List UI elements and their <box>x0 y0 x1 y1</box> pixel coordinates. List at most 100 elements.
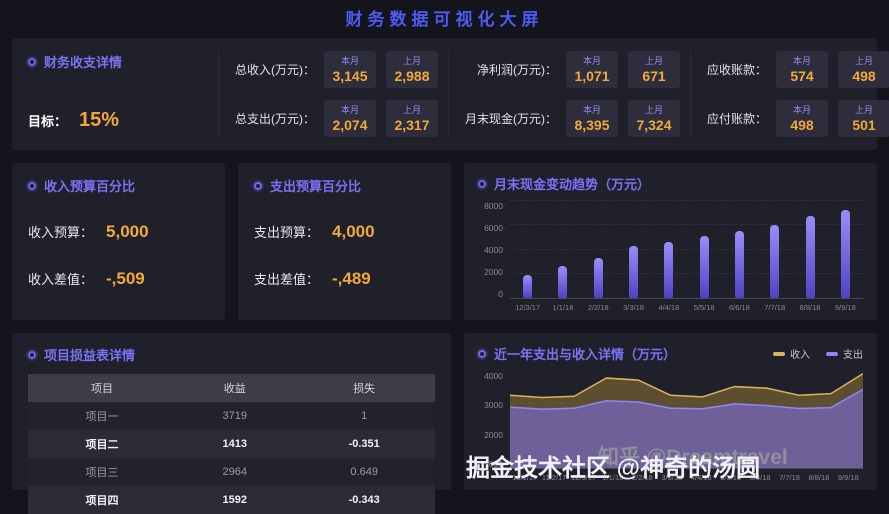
metric-previous-box: 上月 501 <box>838 100 889 137</box>
metric-label: 净利润(万元)： <box>477 63 557 77</box>
budget-label: 支出差值： <box>254 272 320 287</box>
panel-expense-budget: 支出预算百分比 支出预算： 4,000 支出差值： -,489 <box>238 163 451 320</box>
expense-legend-marker-icon <box>826 351 838 356</box>
period-label: 上月 <box>402 56 421 66</box>
panel-year-chart: 近一年支出与收入详情（万元） 收入 支出 4000 3000 2000 1000 <box>464 333 877 490</box>
metric-value: 574 <box>790 68 814 84</box>
metric-previous-box: 上月 2,988 <box>386 51 438 88</box>
metric-value: 671 <box>642 68 666 84</box>
budget-row: 支出预算： 4,000 <box>254 222 435 242</box>
table-row: 项目四 1592 -0.343 <box>28 486 435 514</box>
metric-total-expense: 总支出(万元)： 本月 2,074 上月 2,317 <box>235 100 448 137</box>
cash-plot-col: 12/3/17 1/1/18 2/2/18 3/3/18 4/4/18 5/5/18 6/6… <box>510 200 863 313</box>
ring-icon <box>28 181 36 190</box>
metric-label: 总支出(万元)： <box>235 112 315 126</box>
overview-left: 财务收支详情 目标： 15% <box>28 50 218 138</box>
panel-title-profit-table: 项目损益表详情 <box>28 345 435 364</box>
budget-value: -,489 <box>332 269 371 288</box>
table-row: 项目三 2964 0.649 <box>28 458 435 486</box>
metric-receivables: 应收账款： 本月 574 上月 498 <box>707 51 889 88</box>
profit-table: 项目 收益 损失 项目一 3719 1 项目二 1413 -0.351 <box>28 374 435 514</box>
ring-icon <box>28 57 36 66</box>
ring-icon <box>478 349 486 358</box>
metric-current-box: 本月 8,395 <box>566 100 618 137</box>
panel-title-text: 收入预算百分比 <box>44 179 136 194</box>
metric-current-box: 本月 2,074 <box>324 100 376 137</box>
app-header: 财务数据可视化大屏 <box>12 0 877 34</box>
cell-income: 1413 <box>222 438 247 450</box>
table-row: 项目一 3719 1 <box>28 402 435 430</box>
dashboard: 财务数据可视化大屏 财务收支详情 目标： 15% 总收入(万元)： 本月 3,1… <box>12 0 889 514</box>
target-label: 目标： <box>28 114 68 129</box>
metric-label: 应收账款： <box>707 63 768 77</box>
cell-project: 项目四 <box>85 495 119 507</box>
cell-income: 2964 <box>222 466 247 478</box>
cell-project: 项目二 <box>85 439 119 451</box>
metric-value: 2,074 <box>332 117 368 133</box>
legend-label: 收入 <box>790 350 810 361</box>
metric-total-income: 总收入(万元)： 本月 3,145 上月 2,988 <box>235 51 448 88</box>
year-plot[interactable] <box>510 371 863 469</box>
cash-xlabels: 12/3/17 1/1/18 2/2/18 3/3/18 4/4/18 5/5/18 6/6… <box>515 303 856 312</box>
cell-loss: 1 <box>361 410 368 422</box>
year-plot-col: 10/1/17 11/2/17 12/3/17 1/1/18 2/2/18 3/3/18 4… <box>510 371 863 483</box>
budget-value: 5,000 <box>106 222 149 241</box>
ring-icon <box>478 179 486 188</box>
metric-previous-box: 上月 2,317 <box>386 100 438 137</box>
metric-payables: 应付账款： 本月 498 上月 501 <box>707 100 889 137</box>
metric-label: 月末现金(万元)： <box>465 112 557 126</box>
metric-value: 2,988 <box>394 68 430 84</box>
bottom-row: 项目损益表详情 项目 收益 损失 项目一 3719 1 <box>12 333 877 514</box>
target-row: 目标： 15% <box>28 109 218 132</box>
legend-item-income[interactable]: 收入 <box>773 346 810 361</box>
metric-current-box: 本月 3,145 <box>324 51 376 88</box>
legend-label: 支出 <box>843 350 863 361</box>
budget-row: 收入差值： -,509 <box>28 269 209 289</box>
cash-trend-chart[interactable]: 8000 6000 4000 2000 0 12/3/17 1/1/18 2/2/18 3/3… <box>478 200 863 313</box>
metric-previous-box: 上月 498 <box>838 51 889 88</box>
metric-label: 总收入(万元)： <box>235 63 315 77</box>
period-label: 本月 <box>582 56 601 66</box>
ring-icon <box>254 181 262 190</box>
panel-title-text: 财务收支详情 <box>44 55 123 70</box>
income-legend-marker-icon <box>773 351 785 356</box>
cell-project: 项目一 <box>85 411 119 423</box>
metric-group-2: 净利润(万元)： 本月 1,071 上月 671 月末现金(万元)： 本月 8,… <box>448 50 690 138</box>
period-label: 上月 <box>644 105 663 115</box>
cell-income: 1592 <box>222 494 247 506</box>
cell-income: 3719 <box>222 410 247 422</box>
metric-value: 2,317 <box>394 117 430 133</box>
metric-value: 498 <box>852 68 876 84</box>
period-label: 本月 <box>582 105 601 115</box>
panel-title-text: 近一年支出与收入详情（万元） <box>494 347 677 362</box>
metric-current-box: 本月 1,071 <box>566 51 618 88</box>
metric-value: 8,395 <box>574 117 610 133</box>
metric-value: 501 <box>852 117 876 133</box>
metric-group-3: 应收账款： 本月 574 上月 498 应付账款： 本月 498 上月 <box>690 50 889 138</box>
legend-item-expense[interactable]: 支出 <box>826 346 863 361</box>
panel-title-income-budget: 收入预算百分比 <box>28 176 209 195</box>
metric-net-profit: 净利润(万元)： 本月 1,071 上月 671 <box>465 51 690 88</box>
budget-value: -,509 <box>106 269 145 288</box>
period-label: 本月 <box>793 105 812 115</box>
column-header: 损失 <box>293 374 435 402</box>
metric-label: 应付账款： <box>707 112 768 126</box>
year-yaxis: 4000 3000 2000 1000 <box>484 371 503 469</box>
period-label: 上月 <box>855 56 874 66</box>
table-row: 项目二 1413 -0.351 <box>28 430 435 458</box>
panel-income-budget: 收入预算百分比 收入预算： 5,000 收入差值： -,509 <box>12 163 225 320</box>
period-label: 本月 <box>340 105 359 115</box>
cash-plot[interactable] <box>510 200 863 299</box>
cell-loss: 0.649 <box>350 466 378 478</box>
budget-label: 支出预算： <box>254 225 320 240</box>
period-label: 本月 <box>340 56 359 66</box>
period-label: 上月 <box>402 105 421 115</box>
panel-title-text: 月末现金变动趋势（万元） <box>494 177 651 192</box>
budget-value: 4,000 <box>332 222 375 241</box>
year-chart[interactable]: 4000 3000 2000 1000 10/1/17 11/2/17 12/3/17 1/… <box>478 371 863 483</box>
cell-loss: -0.343 <box>348 494 380 506</box>
target-value: 15% <box>79 109 120 131</box>
cell-loss: -0.351 <box>348 438 380 450</box>
cash-yaxis: 8000 6000 4000 2000 0 <box>484 201 503 299</box>
year-chart-head: 近一年支出与收入详情（万元） 收入 支出 <box>478 344 863 363</box>
